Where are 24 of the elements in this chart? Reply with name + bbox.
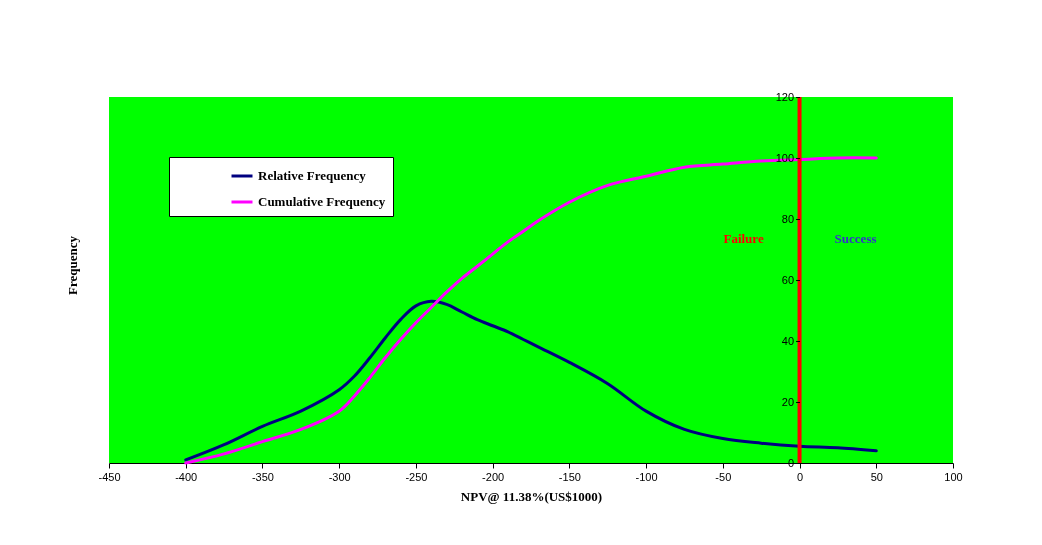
legend-label: Relative Frequency [258,168,367,183]
line-series [184,156,878,465]
y-tick-label: 60 [781,273,795,286]
x-tick-label: -350 [251,470,274,483]
x-tick-label: -250 [405,470,428,483]
x-tick-label: -300 [328,470,351,483]
y-tick-label: 20 [781,395,795,408]
x-tick-label: -450 [98,470,121,483]
y-axis-title: Frequency [64,235,80,295]
x-tick-label: 100 [944,470,963,483]
y-tick-label: 80 [781,212,795,225]
x-tick-label: -100 [635,470,658,483]
x-tick-label: 50 [870,470,883,483]
x-tick-label: -200 [482,470,505,483]
x-tick-label: -150 [558,470,581,483]
annotation: Failure [723,231,764,247]
x-tick-label: 0 [796,470,804,483]
legend-label: Cumulative Frequency [258,194,386,209]
x-tick-label: -400 [175,470,198,483]
x-axis-title: NPV@ 11.38%(US$1000) [460,488,603,504]
x-tick-label: -50 [715,470,732,483]
annotation: Success [834,231,877,247]
y-tick-label: 120 [775,90,795,103]
y-tick-label: 40 [781,334,795,347]
